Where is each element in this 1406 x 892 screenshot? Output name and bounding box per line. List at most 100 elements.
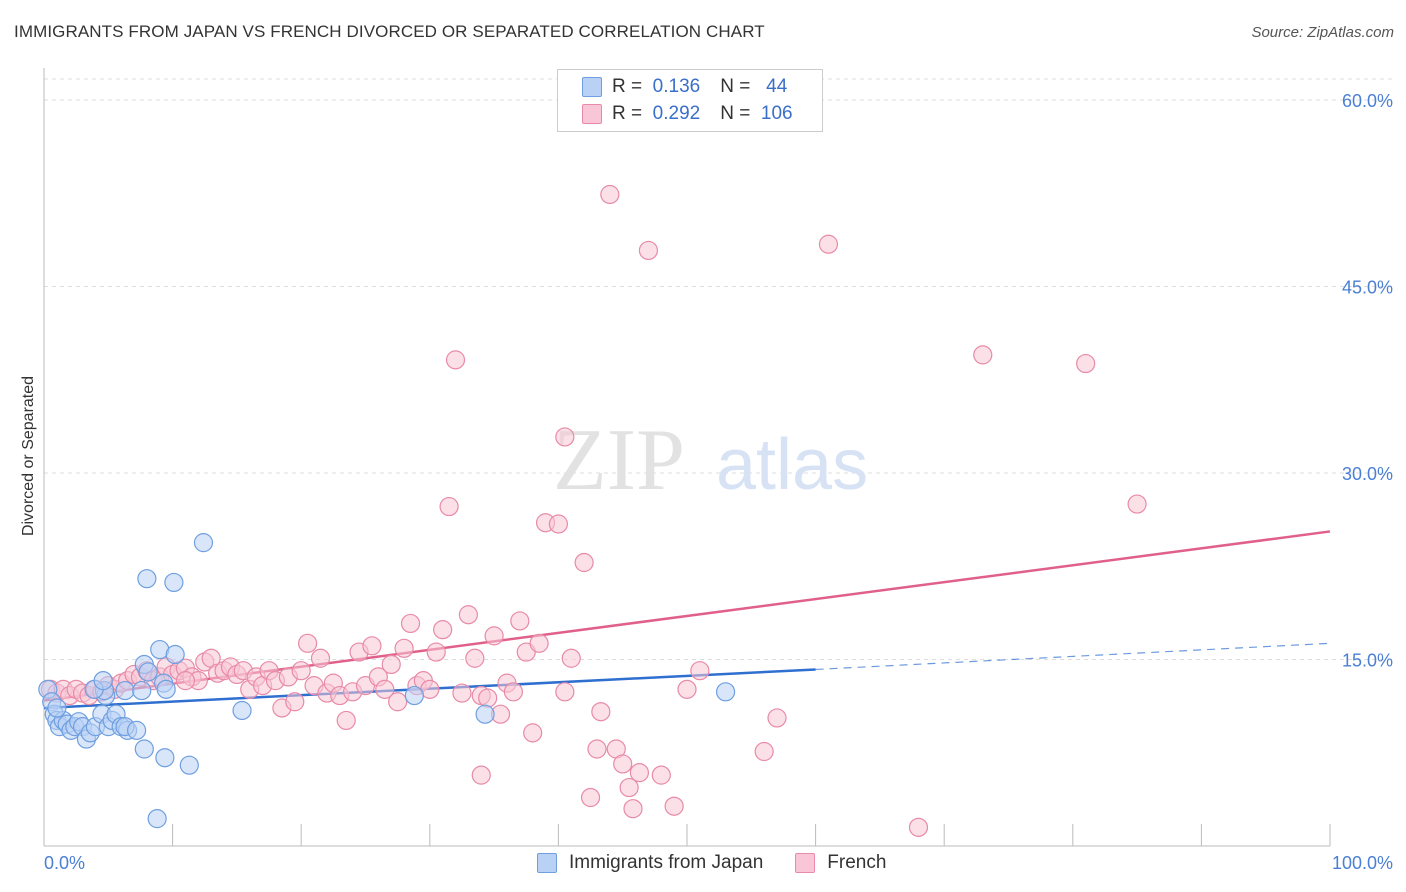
data-point bbox=[613, 754, 633, 774]
data-point bbox=[767, 708, 787, 728]
data-point bbox=[47, 698, 67, 718]
y-tick-label: 30.0% bbox=[1342, 464, 1393, 484]
data-point bbox=[381, 654, 401, 675]
data-point bbox=[362, 636, 382, 656]
data-point bbox=[445, 350, 466, 370]
data-point bbox=[715, 682, 736, 702]
legend-n-value: 44 bbox=[766, 76, 788, 97]
data-point bbox=[908, 817, 929, 837]
data-point bbox=[232, 700, 252, 721]
legend-swatch-french bbox=[795, 853, 816, 873]
grid-lines bbox=[44, 78, 1395, 660]
data-point bbox=[600, 184, 620, 205]
x-tick-label: 0.0% bbox=[44, 853, 85, 873]
data-point bbox=[973, 345, 993, 365]
data-point bbox=[574, 552, 594, 573]
legend-swatch-japan bbox=[582, 77, 602, 97]
data-point bbox=[677, 679, 697, 699]
legend-row-french: R = 0.292 N = 106 bbox=[582, 102, 793, 126]
legend-n-label: N = bbox=[720, 76, 751, 97]
source-label: Source: ZipAtlas.com bbox=[1251, 24, 1394, 41]
legend-label-french: French bbox=[827, 852, 887, 873]
legend-swatch-french bbox=[582, 104, 602, 124]
data-point bbox=[690, 661, 710, 681]
axes bbox=[43, 68, 1331, 847]
data-point bbox=[394, 638, 414, 658]
data-point bbox=[651, 765, 671, 785]
data-point bbox=[179, 755, 199, 775]
data-point bbox=[548, 514, 569, 534]
data-point bbox=[754, 741, 774, 762]
data-point bbox=[400, 613, 421, 634]
data-point bbox=[175, 671, 196, 691]
data-point bbox=[156, 679, 176, 699]
data-points bbox=[38, 184, 1147, 837]
data-point bbox=[458, 605, 478, 625]
data-point bbox=[664, 796, 684, 816]
data-point bbox=[555, 427, 575, 447]
data-point bbox=[587, 739, 607, 759]
data-point bbox=[165, 644, 185, 665]
tick-labels: 15.0% 30.0% 45.0% 60.0% 0.0% 100.0% bbox=[44, 91, 1393, 873]
data-point bbox=[439, 496, 459, 517]
watermark-atlas: atlas bbox=[716, 425, 868, 505]
y-tick-label: 60.0% bbox=[1342, 91, 1393, 111]
data-point bbox=[452, 683, 472, 703]
data-point bbox=[310, 648, 331, 668]
data-point bbox=[134, 739, 154, 759]
data-point bbox=[404, 685, 424, 706]
data-point bbox=[433, 620, 453, 640]
data-point bbox=[291, 661, 311, 681]
data-point bbox=[471, 765, 491, 785]
data-point bbox=[484, 626, 504, 646]
data-point bbox=[164, 572, 184, 593]
legend-r-label: R = bbox=[612, 103, 643, 124]
legend-r-value: 0.292 bbox=[652, 103, 701, 124]
legend-label-japan: Immigrants from Japan bbox=[569, 852, 764, 873]
data-point bbox=[638, 240, 659, 261]
data-point bbox=[388, 692, 408, 712]
watermark-zip: ZIP bbox=[553, 412, 685, 509]
data-point bbox=[1127, 494, 1147, 514]
data-point bbox=[138, 662, 158, 682]
legend-n-label: N = bbox=[720, 103, 751, 124]
data-point bbox=[336, 710, 356, 731]
data-point bbox=[478, 688, 498, 708]
data-point bbox=[193, 533, 214, 553]
data-point bbox=[475, 704, 495, 724]
data-point bbox=[591, 702, 611, 722]
data-point bbox=[503, 682, 523, 702]
data-point bbox=[555, 682, 575, 702]
legend-n-value: 106 bbox=[760, 103, 793, 124]
legend-r-value: 0.136 bbox=[652, 76, 701, 97]
data-point bbox=[510, 611, 530, 631]
data-point bbox=[93, 671, 113, 691]
data-point bbox=[426, 642, 446, 662]
correlation-legend: R = 0.136 N = 44 R = 0.292 N = 106 bbox=[557, 69, 823, 132]
data-point bbox=[115, 680, 135, 701]
data-point bbox=[132, 680, 152, 701]
data-point bbox=[285, 692, 305, 712]
y-tick-label: 15.0% bbox=[1342, 651, 1393, 671]
y-tick-label: 45.0% bbox=[1342, 278, 1393, 298]
data-point bbox=[619, 777, 639, 798]
series-legend: Immigrants from Japan French bbox=[537, 852, 886, 874]
data-point bbox=[137, 569, 157, 589]
data-point bbox=[465, 648, 485, 668]
data-point bbox=[818, 234, 839, 254]
legend-row-japan: R = 0.136 N = 44 bbox=[582, 75, 787, 99]
data-point bbox=[629, 763, 650, 783]
data-point bbox=[561, 648, 581, 668]
x-tick-label: 100.0% bbox=[1332, 853, 1393, 873]
data-point bbox=[523, 723, 543, 743]
data-point bbox=[580, 787, 601, 808]
data-point bbox=[147, 809, 167, 829]
chart-title: IMMIGRANTS FROM JAPAN VS FRENCH DIVORCED… bbox=[14, 22, 765, 41]
legend-r-label: R = bbox=[612, 76, 643, 97]
data-point bbox=[298, 633, 318, 653]
trend-line-japan-extension bbox=[815, 642, 1331, 671]
data-point bbox=[1076, 353, 1096, 374]
y-axis-label: Divorced or Separated bbox=[20, 376, 37, 536]
data-point bbox=[623, 799, 643, 819]
